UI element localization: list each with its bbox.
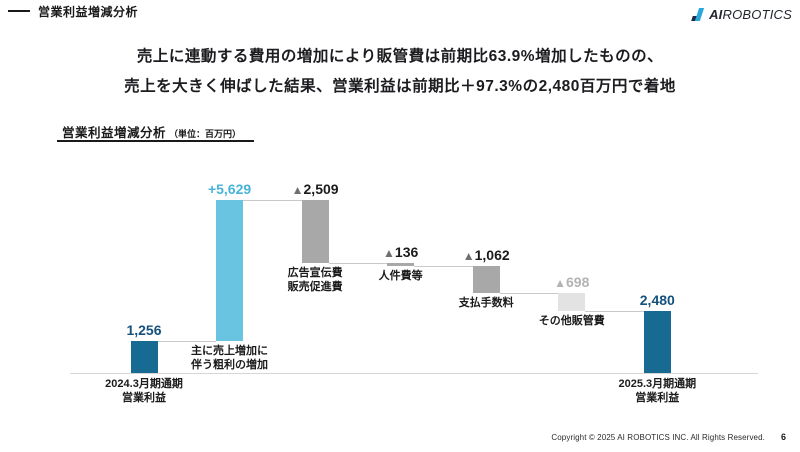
value-number: 136 [394, 244, 419, 261]
label-line: 人件費等 [378, 270, 423, 283]
headline-line2: 売上を大きく伸ばした結果、営業利益は前期比＋97.3%の2,480百万円で着地 [124, 78, 676, 95]
label-fy2025-op: 2025.3月期通期 営業利益 [592, 378, 722, 405]
value-number: 2,509 [303, 181, 339, 197]
connector-line-6 [585, 310, 644, 312]
bar-payment-fees [472, 266, 500, 294]
decrease-triangle-icon: ▲ [291, 183, 304, 197]
label-line: 営業利益 [635, 391, 680, 404]
decrease-triangle-icon: ▲ [554, 276, 567, 291]
slide-footer: Copyright © 2025 AI ROBOTICS INC. All Ri… [551, 432, 790, 442]
headline-line1: 売上に連動する費用の増加により販管費は前期比63.9%増加したものの、 [136, 48, 664, 65]
bar-fy2024-op [130, 341, 158, 373]
bar-ad-promo-expense [301, 200, 329, 264]
label-personnel-expense: 人件費等 [336, 270, 466, 284]
bar-other-sga [558, 293, 586, 311]
section-tag-dash [8, 10, 30, 12]
value-fy2025-op: 2,480 [602, 291, 712, 309]
label-line: 広告宣伝費 [287, 267, 343, 280]
label-line: 2025.3月期通期 [618, 378, 697, 390]
connector-line-1 [157, 341, 217, 343]
value-personnel-expense: ▲136 [346, 243, 456, 262]
value-number: 698 [566, 274, 590, 291]
label-payment-fees: 支払手数料 [421, 297, 551, 311]
value-number: 2,480 [639, 291, 675, 308]
connector-line-3 [328, 263, 388, 265]
label-line: 販売促進費 [287, 280, 343, 293]
value-ad-promo-expense: ▲2,509 [260, 180, 370, 199]
chart-heading-underline [57, 140, 254, 142]
label-gross-profit-increase: 主に売上増加に 伴う粗利の増加 [165, 345, 295, 372]
value-number: 1,062 [474, 247, 510, 264]
logo-text-robotics: ROBOTICS [722, 6, 792, 22]
label-other-sga: その他販管費 [507, 315, 637, 329]
value-gross-profit-increase: +5,629 [175, 180, 285, 198]
x-axis-line [70, 373, 758, 374]
bar-personnel-expense [387, 263, 415, 267]
value-other-sga: ▲698 [517, 273, 627, 292]
chart-title: 営業利益増減分析 [62, 126, 167, 140]
connector-line-2 [243, 200, 302, 201]
logo-text-ai: AI [709, 6, 723, 22]
chart-unit-note: （単位：百万円） [169, 129, 242, 139]
connector-line-5 [499, 293, 559, 295]
section-tag-label: 営業利益増減分析 [38, 5, 139, 19]
chart-heading: 営業利益増減分析 （単位：百万円） [62, 122, 241, 142]
label-line: 支払手数料 [458, 297, 514, 310]
label-line: 2024.3月期通期 [105, 378, 183, 390]
value-number: 1,256 [126, 322, 162, 339]
connector-line-4 [414, 266, 473, 268]
value-payment-fees: ▲1,062 [431, 246, 541, 265]
value-number: +5,629 [207, 181, 252, 197]
label-fy2024-op: 2024.3月期通期 営業利益 [79, 378, 209, 405]
label-line: 伴う粗利の増加 [191, 358, 269, 371]
bar-gross-profit-increase [216, 200, 244, 342]
label-line: 営業利益 [122, 391, 166, 404]
label-line: 主に売上増加に [191, 345, 269, 358]
copyright-text: Copyright © 2025 AI ROBOTICS INC. All Ri… [551, 432, 765, 442]
bar-fy2025-op [643, 310, 671, 373]
page-number: 6 [780, 432, 786, 442]
company-logo: AI ROBOTICS [691, 6, 792, 22]
decrease-triangle-icon: ▲ [383, 246, 395, 261]
slide-headline: 売上に連動する費用の増加により販管費は前期比63.9%増加したものの、 売上を大… [0, 42, 800, 102]
decrease-triangle-icon: ▲ [462, 249, 475, 264]
value-fy2024-op: 1,256 [89, 321, 199, 339]
label-line: その他販管費 [538, 314, 605, 327]
label-ad-promo-expense: 広告宣伝費 販売促進費 [250, 267, 380, 294]
